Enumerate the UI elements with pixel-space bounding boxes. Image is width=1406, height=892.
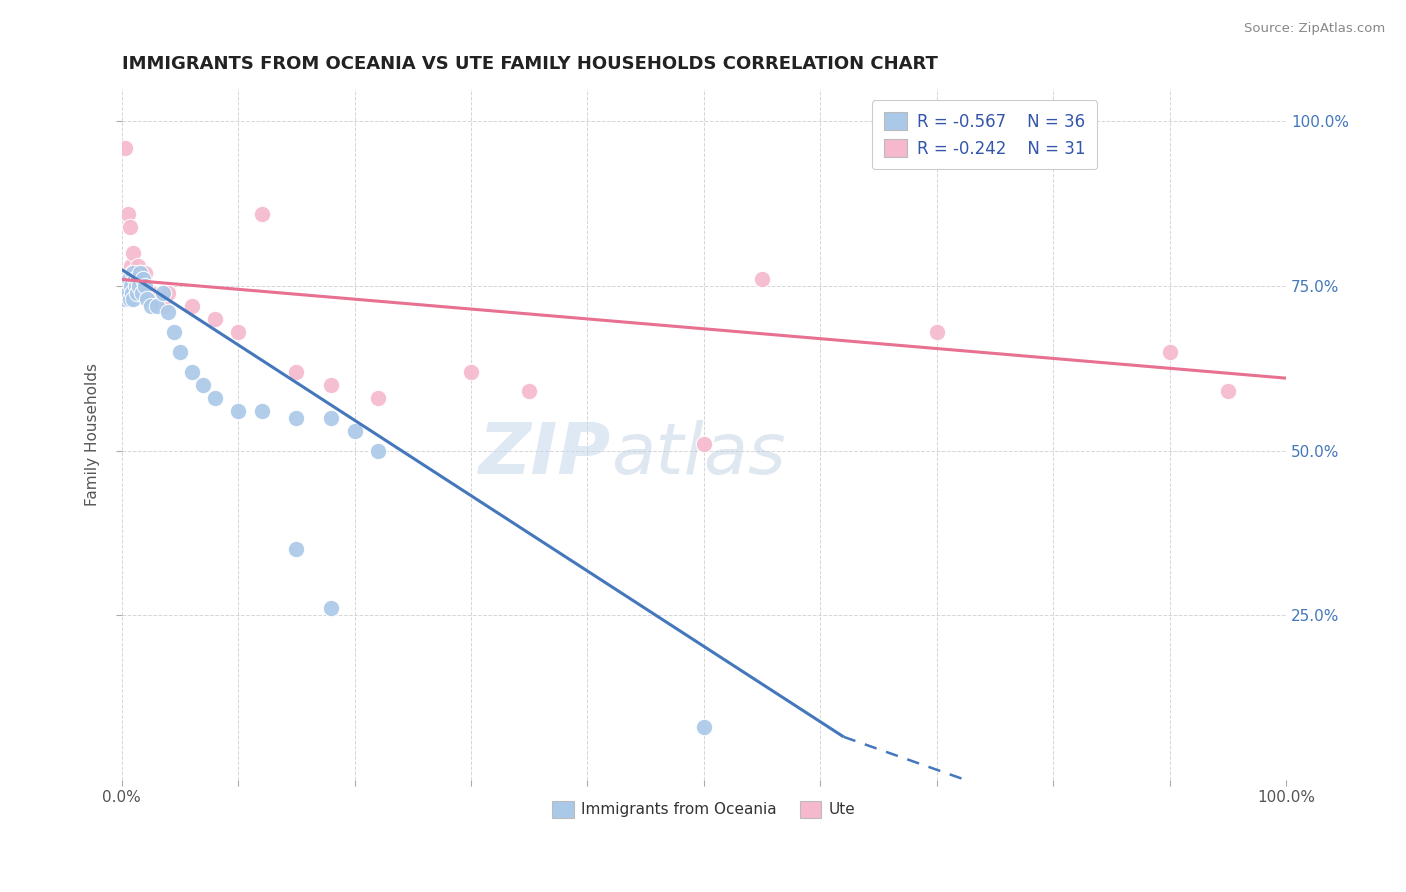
Point <box>122 292 145 306</box>
Point <box>132 272 155 286</box>
Point <box>127 260 149 274</box>
Point <box>226 325 249 339</box>
Point <box>128 272 150 286</box>
Point <box>124 272 146 286</box>
Point <box>127 272 149 286</box>
Point <box>226 404 249 418</box>
Point <box>120 279 142 293</box>
Point <box>180 365 202 379</box>
Point <box>321 601 343 615</box>
Point <box>157 285 180 300</box>
Point <box>169 344 191 359</box>
Point <box>250 404 273 418</box>
Point <box>460 365 482 379</box>
Point <box>204 391 226 405</box>
Y-axis label: Family Households: Family Households <box>86 362 100 506</box>
Point <box>157 305 180 319</box>
Point <box>128 279 150 293</box>
Point <box>152 285 174 300</box>
Point <box>117 206 139 220</box>
Point <box>367 443 389 458</box>
Point <box>131 285 153 300</box>
Point <box>118 292 141 306</box>
Point <box>204 312 226 326</box>
Point <box>925 325 948 339</box>
Point <box>517 384 540 399</box>
Point <box>125 279 148 293</box>
Point <box>180 299 202 313</box>
Point <box>693 720 716 734</box>
Point <box>321 377 343 392</box>
Point <box>114 141 136 155</box>
Point <box>139 299 162 313</box>
Point <box>343 424 366 438</box>
Legend: Immigrants from Oceania, Ute: Immigrants from Oceania, Ute <box>546 795 862 824</box>
Point <box>139 285 162 300</box>
Point <box>285 365 308 379</box>
Point <box>751 272 773 286</box>
Point <box>132 272 155 286</box>
Point <box>129 266 152 280</box>
Point <box>125 266 148 280</box>
Point <box>122 246 145 260</box>
Text: ZIP: ZIP <box>478 420 610 490</box>
Point <box>693 437 716 451</box>
Point <box>145 299 167 313</box>
Point <box>285 542 308 557</box>
Point <box>134 279 156 293</box>
Point <box>121 285 143 300</box>
Point <box>285 410 308 425</box>
Point <box>121 266 143 280</box>
Point <box>136 292 159 306</box>
Point <box>125 285 148 300</box>
Text: IMMIGRANTS FROM OCEANIA VS UTE FAMILY HOUSEHOLDS CORRELATION CHART: IMMIGRANTS FROM OCEANIA VS UTE FAMILY HO… <box>122 55 938 73</box>
Point <box>250 206 273 220</box>
Point <box>118 219 141 234</box>
Point <box>321 410 343 425</box>
Point <box>118 272 141 286</box>
Text: atlas: atlas <box>610 420 786 490</box>
Point <box>1159 344 1181 359</box>
Point <box>134 266 156 280</box>
Point <box>367 391 389 405</box>
Point <box>152 299 174 313</box>
Text: Source: ZipAtlas.com: Source: ZipAtlas.com <box>1244 22 1385 36</box>
Point <box>193 377 215 392</box>
Point <box>145 292 167 306</box>
Point <box>114 292 136 306</box>
Point <box>1216 384 1239 399</box>
Point <box>122 266 145 280</box>
Point <box>163 325 186 339</box>
Point <box>117 285 139 300</box>
Point <box>120 260 142 274</box>
Point <box>129 266 152 280</box>
Point <box>124 272 146 286</box>
